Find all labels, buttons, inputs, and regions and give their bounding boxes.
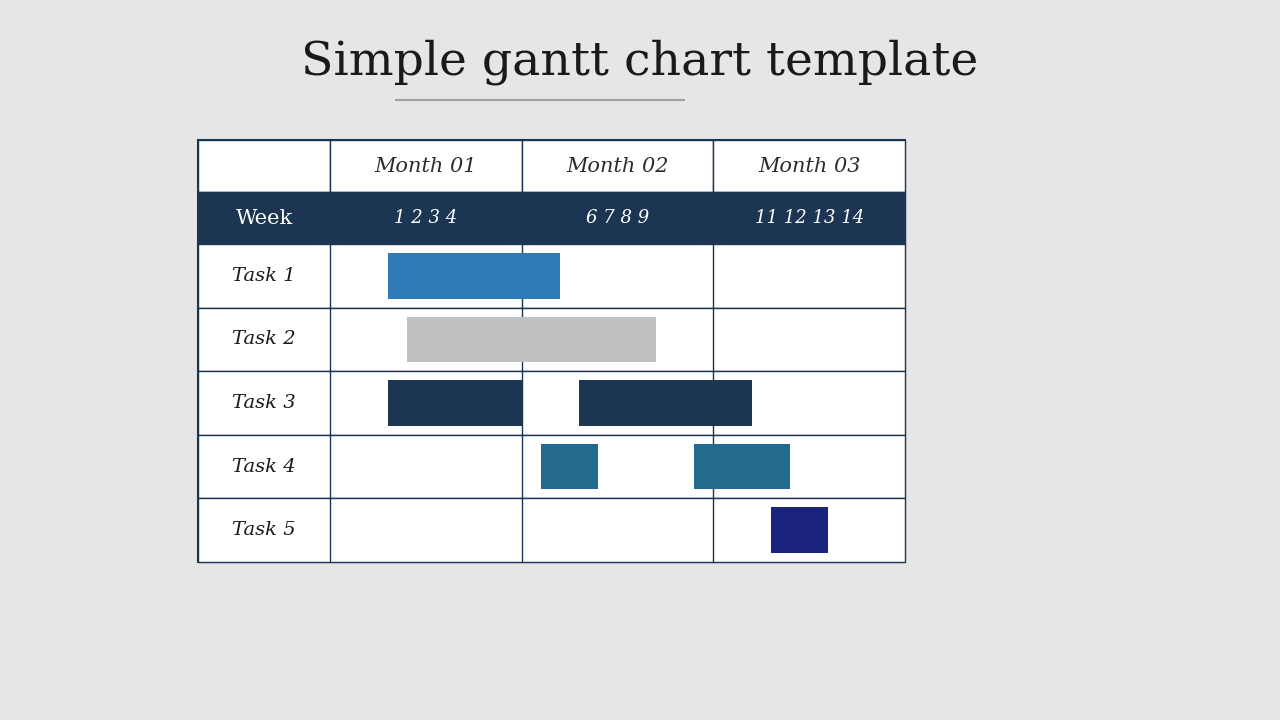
Text: Week: Week [236, 209, 293, 228]
Bar [407, 317, 655, 362]
Bar [198, 372, 905, 435]
Bar [694, 444, 790, 490]
Text: Task 3: Task 3 [232, 394, 296, 412]
Bar [388, 253, 561, 299]
Text: Task 1: Task 1 [232, 267, 296, 285]
Bar [198, 192, 905, 244]
Text: 11 12 13 14: 11 12 13 14 [754, 209, 864, 227]
Text: Month 03: Month 03 [758, 156, 860, 176]
Text: Month 02: Month 02 [566, 156, 668, 176]
Bar [198, 140, 905, 562]
Bar [541, 444, 598, 490]
Text: Simple gantt chart template: Simple gantt chart template [301, 39, 979, 85]
Bar [579, 380, 751, 426]
Bar [388, 380, 522, 426]
Bar [771, 508, 828, 553]
Bar [330, 140, 522, 192]
Bar [198, 244, 905, 307]
Text: Task 5: Task 5 [232, 521, 296, 539]
Bar [198, 140, 330, 192]
Bar [522, 140, 713, 192]
Text: Task 4: Task 4 [232, 458, 296, 476]
Text: Task 2: Task 2 [232, 330, 296, 348]
Bar [198, 498, 905, 562]
Text: 1 2 3 4: 1 2 3 4 [394, 209, 457, 227]
Text: 6 7 8 9: 6 7 8 9 [586, 209, 649, 227]
Bar [713, 140, 905, 192]
Bar [198, 435, 905, 498]
Text: Month 01: Month 01 [375, 156, 477, 176]
Bar [198, 307, 905, 372]
